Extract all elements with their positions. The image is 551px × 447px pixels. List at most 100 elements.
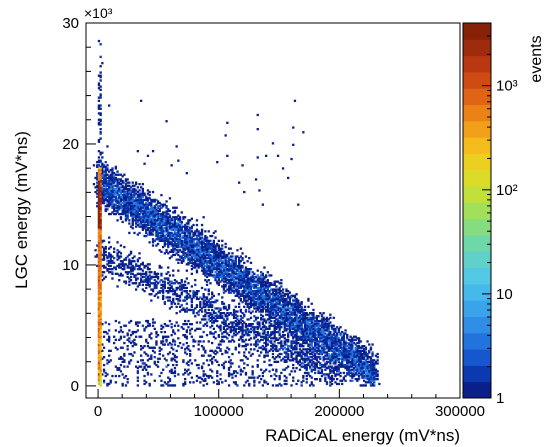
density-cell (195, 230, 199, 233)
density-cell (305, 330, 308, 334)
density-cell (330, 374, 334, 378)
density-cell (254, 285, 258, 288)
density-cell (111, 189, 114, 192)
density-cell (310, 352, 313, 356)
density-cell (190, 264, 193, 268)
density-cell (108, 179, 111, 183)
density-cell (217, 315, 220, 318)
density-cell (305, 352, 308, 356)
density-cell (116, 253, 119, 257)
density-cell (219, 315, 222, 318)
density-cell (96, 186, 99, 189)
density-cell (124, 197, 128, 200)
density-cell (244, 345, 248, 348)
density-cell (336, 354, 339, 357)
density-cell (205, 324, 209, 327)
density-cell (165, 217, 168, 220)
density-cell (244, 373, 248, 376)
density-cell (124, 192, 128, 195)
density-cell (263, 277, 266, 280)
density-cell (222, 250, 226, 253)
density-cell (260, 302, 263, 305)
density-cell (97, 164, 101, 167)
density-cell (211, 274, 214, 277)
density-cell (136, 201, 139, 205)
density-cell (146, 359, 150, 362)
density-cell (205, 283, 209, 286)
density-cell (205, 260, 209, 263)
density-cell (111, 201, 114, 205)
density-cell (136, 268, 139, 271)
density-cell (141, 263, 144, 266)
density-cell (322, 323, 325, 326)
density-cell (177, 250, 180, 253)
density-cell (329, 321, 332, 324)
density-cell (244, 356, 248, 359)
density-cell (226, 264, 229, 268)
density-cell (187, 247, 190, 250)
density-cell (244, 271, 248, 274)
density-cell (118, 173, 121, 176)
density-cell (298, 324, 302, 327)
density-cell (124, 280, 128, 283)
density-cell (334, 340, 337, 343)
density-cell (356, 367, 359, 370)
density-cell (150, 203, 153, 206)
density-cell (163, 219, 166, 222)
density-cell (256, 288, 259, 291)
density-cell (364, 362, 367, 365)
density-cell (138, 365, 141, 368)
density-cell (249, 305, 253, 308)
density-cell (327, 340, 330, 343)
density-cell (195, 250, 199, 253)
density-cell (278, 376, 281, 379)
density-cell (204, 315, 207, 318)
density-cell (205, 252, 209, 255)
density-cell (143, 223, 146, 227)
density-cell (211, 255, 214, 258)
density-cell (281, 297, 285, 301)
density-cell (302, 340, 305, 343)
density-cell (170, 234, 173, 238)
density-cell (234, 275, 237, 279)
density-cell (108, 261, 111, 264)
density-cell (172, 222, 175, 225)
density-cell (341, 343, 344, 346)
density-cell (241, 279, 244, 282)
density-cell (99, 203, 102, 206)
density-cell (241, 332, 244, 335)
density-cell (168, 280, 172, 283)
density-cell (314, 346, 317, 349)
density-cell (124, 183, 128, 186)
density-cell (123, 245, 126, 249)
density-cell (325, 357, 329, 360)
density-cell (126, 271, 129, 274)
density-cell (199, 304, 202, 307)
density-cell (136, 285, 139, 288)
density-cell (145, 219, 148, 222)
density-cell (283, 359, 286, 362)
density-cell (263, 307, 266, 310)
density-cell (303, 348, 307, 351)
density-cell (256, 282, 259, 285)
density-cell (238, 272, 241, 275)
density-cell (209, 253, 212, 257)
density-cell (168, 241, 172, 244)
density-cell (197, 253, 200, 257)
density-cell (305, 349, 308, 352)
density-cell (263, 335, 266, 338)
density-cell (189, 230, 192, 233)
density-cell (281, 288, 285, 291)
density-cell (101, 165, 104, 168)
density-cell (187, 293, 190, 296)
density-cell (329, 354, 332, 357)
density-cell (99, 257, 102, 260)
density-cell (150, 275, 153, 279)
density-cell (200, 250, 204, 253)
density-cell (217, 275, 220, 279)
density-cell (251, 310, 254, 313)
density-cell (165, 219, 168, 222)
density-cell (148, 324, 151, 327)
density-cell (363, 367, 366, 370)
density-cell (217, 252, 220, 255)
